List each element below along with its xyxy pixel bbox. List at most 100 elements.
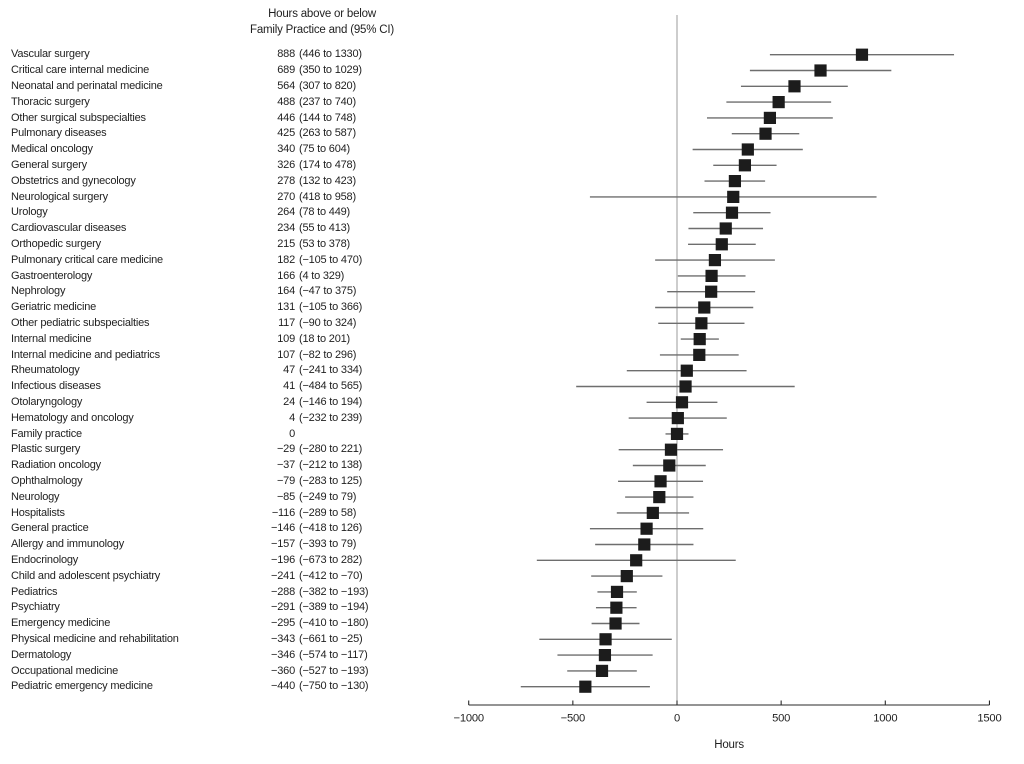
point-estimate-marker <box>638 538 651 551</box>
value-column-header-line1: Hours above or below <box>268 8 376 20</box>
confidence-interval: (−105 to 470) <box>299 253 363 266</box>
estimate-value: 47 <box>283 364 295 377</box>
estimate-value: 166 <box>277 269 295 282</box>
specialty-label: Physical medicine and rehabilitation <box>11 632 179 645</box>
confidence-interval: (237 to 740) <box>299 95 356 108</box>
estimate-value: −288 <box>271 585 295 598</box>
table-row: Plastic surgery −29 (−280 to 221) <box>11 442 441 458</box>
point-estimate-marker <box>727 190 740 203</box>
confidence-interval: (−280 to 221) <box>299 443 363 456</box>
confidence-interval: (−418 to 126) <box>299 522 363 535</box>
confidence-interval: (−283 to 125) <box>299 475 363 487</box>
table-row: Hematology and oncology 4 (−232 to 239) <box>11 410 441 426</box>
table-row: Neurology −85 (−249 to 79) <box>11 489 441 505</box>
confidence-interval: (−393 to 79) <box>299 538 357 551</box>
specialty-rows: Vascular surgery 888 (446 to 1330) Critical… <box>11 47 441 695</box>
point-estimate-marker <box>763 111 777 124</box>
point-estimate-marker <box>698 301 711 314</box>
point-estimate-marker <box>663 459 676 472</box>
estimate-value: 117 <box>278 317 295 330</box>
confidence-interval: (−484 to 565) <box>299 380 363 393</box>
estimate-value: −196 <box>271 553 295 566</box>
table-row: Internal medicine 109 (18 to 201) <box>11 331 441 347</box>
specialty-label: Obstetrics and gynecology <box>11 174 136 187</box>
confidence-interval: (−750 to −130) <box>299 680 369 693</box>
point-estimate-marker <box>646 506 659 519</box>
x-axis-tick-label: 1500 <box>977 713 1001 725</box>
point-estimate-marker <box>653 491 666 504</box>
point-estimate-marker <box>680 364 693 377</box>
estimate-value: −291 <box>271 601 295 614</box>
estimate-value: 564 <box>277 80 295 93</box>
estimate-value: −343 <box>271 632 295 645</box>
x-axis-title: Hours <box>714 739 744 751</box>
specialty-label: Child and adolescent psychiatry <box>11 569 161 582</box>
point-estimate-marker <box>759 127 772 140</box>
x-axis-tick-label: 500 <box>772 713 790 725</box>
estimate-value: −116 <box>271 506 295 519</box>
estimate-value: −157 <box>271 538 295 551</box>
table-row: Other pediatric subspecialties 117 (−90 to… <box>11 315 441 331</box>
estimate-value: 24 <box>283 396 295 409</box>
confidence-interval: (−47 to 375) <box>299 285 357 298</box>
specialty-label: Other surgical subspecialties <box>11 111 146 124</box>
point-estimate-marker <box>598 649 612 662</box>
estimate-value: −79 <box>276 475 295 487</box>
confidence-interval: (−389 to −194) <box>299 601 369 614</box>
confidence-interval: (174 to 478) <box>299 159 356 172</box>
specialty-label: General practice <box>11 522 89 535</box>
estimate-value: −29 <box>276 443 295 456</box>
confidence-interval: (−410 to −180) <box>299 617 369 630</box>
specialty-label: General surgery <box>11 159 87 172</box>
point-estimate-marker <box>630 554 643 567</box>
estimate-value: 278 <box>277 174 295 187</box>
estimate-value: 488 <box>277 95 295 108</box>
point-estimate-marker <box>715 238 728 251</box>
specialty-label: Internal medicine <box>11 332 92 345</box>
confidence-interval: (−527 to −193) <box>299 664 369 677</box>
table-row: Family practice 0 <box>11 426 441 442</box>
specialty-label: Pediatric emergency medicine <box>11 680 153 693</box>
x-axis-tick-label: 1000 <box>873 713 897 725</box>
specialty-label: Family practice <box>11 427 82 440</box>
estimate-value: 234 <box>277 222 295 235</box>
specialty-label: Allergy and immunology <box>11 538 124 551</box>
point-estimate-marker <box>620 570 633 583</box>
estimate-value: 164 <box>277 285 295 298</box>
specialty-label: Pulmonary diseases <box>11 127 107 140</box>
table-row: Emergency medicine −295 (−410 to −180) <box>11 615 441 631</box>
x-axis-tick-label: −1000 <box>453 713 483 725</box>
estimate-value: 888 <box>277 48 295 61</box>
table-row: Pediatric emergency medicine −440 (−750 to… <box>11 678 441 694</box>
estimate-value: 215 <box>277 238 295 251</box>
confidence-interval: (−249 to 79) <box>299 490 357 503</box>
confidence-interval: (−241 to 334) <box>299 364 363 377</box>
point-estimate-marker <box>679 380 692 393</box>
point-estimate-marker <box>693 348 706 361</box>
estimate-value: 0 <box>289 427 295 440</box>
confidence-interval: (−212 to 138) <box>299 459 363 472</box>
point-estimate-marker <box>664 443 678 456</box>
specialty-label: Emergency medicine <box>11 617 111 630</box>
estimate-value: 41 <box>283 380 295 393</box>
value-column-header: Hours above or below Family Practice and… <box>172 7 472 38</box>
point-estimate-marker <box>708 254 722 267</box>
point-estimate-marker <box>855 48 869 61</box>
table-row: Obstetrics and gynecology 278 (132 to 423) <box>11 173 441 189</box>
table-row: Endocrinology −196 (−673 to 282) <box>11 552 441 568</box>
confidence-interval: (−90 to 324) <box>299 317 357 330</box>
table-row: Physical medicine and rehabilitation −343… <box>11 631 441 647</box>
table-row: Critical care internal medicine 689 (350 t… <box>11 62 441 78</box>
specialty-label: Cardiovascular diseases <box>11 222 127 235</box>
point-estimate-marker <box>728 175 742 188</box>
table-row: Nephrology 164 (−47 to 375) <box>11 284 441 300</box>
specialty-label: Gastroenterology <box>11 269 93 282</box>
specialty-label: Nephrology <box>11 285 66 298</box>
confidence-interval: (75 to 604) <box>299 143 351 156</box>
point-estimate-marker <box>610 601 623 614</box>
confidence-interval: (418 to 958) <box>299 190 356 203</box>
table-row: Dermatology −346 (−574 to −117) <box>11 647 441 663</box>
table-row: Rheumatology 47 (−241 to 334) <box>11 363 441 379</box>
confidence-interval: (132 to 423) <box>299 174 356 187</box>
